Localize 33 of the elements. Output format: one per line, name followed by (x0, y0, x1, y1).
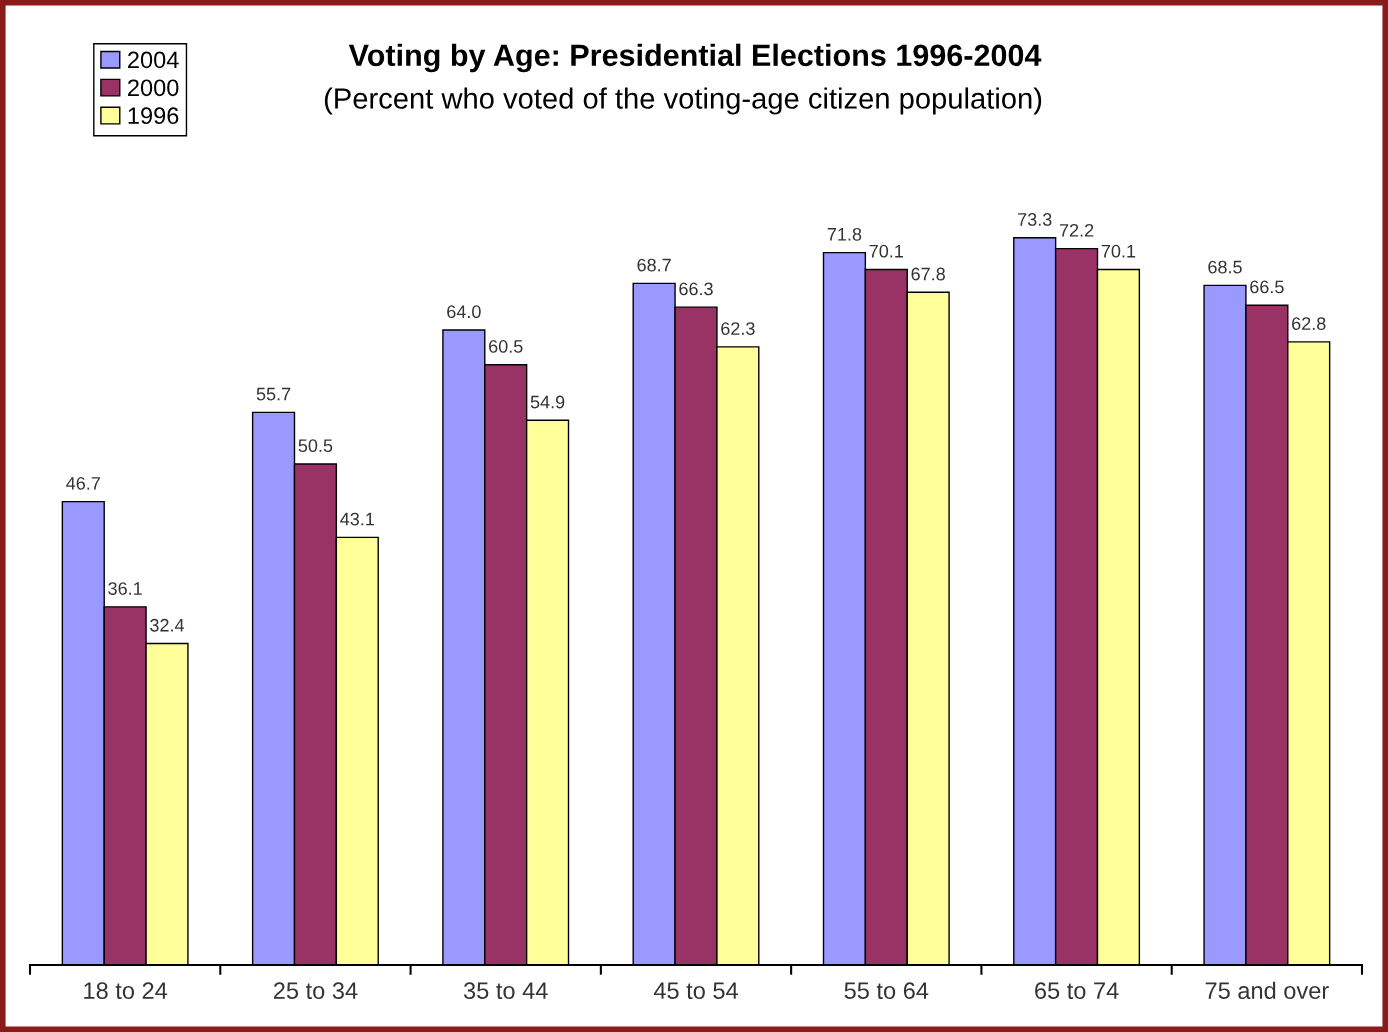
x-tick-label: 25 to 34 (273, 982, 358, 1000)
data-label: 70.1 (869, 244, 903, 258)
data-label: 43.1 (340, 512, 374, 526)
data-label: 46.7 (66, 476, 100, 490)
legend-label: 2004 (128, 51, 179, 69)
x-tick-label: 45 to 54 (653, 982, 738, 1000)
data-label: 68.5 (1208, 260, 1242, 274)
data-label: 36.1 (108, 582, 142, 595)
legend-label: 2000 (128, 79, 179, 97)
legend-label: 1996 (128, 107, 179, 125)
chart-title: Voting by Age: Presidential Elections 1996-2004 (348, 43, 1042, 73)
x-tick-label: 65 to 74 (1035, 982, 1119, 1000)
data-label: 62.3 (721, 322, 755, 335)
data-label: 64.0 (447, 305, 481, 319)
data-label: 60.5 (489, 340, 523, 353)
data-label: 73.3 (1018, 213, 1052, 226)
data-label: 68.7 (637, 258, 671, 272)
data-label: 50.5 (298, 439, 333, 453)
x-tick-label: 75 and over (1205, 981, 1329, 1000)
data-label: 66.5 (1250, 280, 1284, 294)
data-label: 62.8 (1292, 317, 1326, 330)
data-label: 72.2 (1059, 223, 1094, 237)
x-tick-label: 35 to 44 (463, 982, 548, 1000)
x-tick-label: 55 to 64 (844, 982, 929, 1000)
data-label: 71.8 (827, 227, 862, 241)
data-label: 55.7 (256, 387, 291, 401)
chart-subtitle: (Percent who voted of the voting-age citizen population) (324, 87, 1042, 115)
data-label: 70.1 (1101, 244, 1136, 258)
data-label: 54.9 (530, 395, 565, 409)
data-label: 32.4 (150, 618, 185, 632)
data-label: 67.8 (911, 267, 945, 281)
x-tick-label: 18 to 24 (84, 982, 168, 1000)
data-label: 66.3 (679, 282, 713, 296)
